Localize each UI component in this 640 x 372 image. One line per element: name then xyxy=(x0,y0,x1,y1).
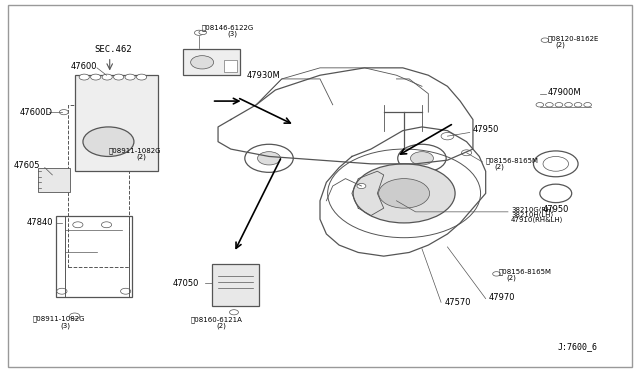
Text: Ⓑ08120-8162E: Ⓑ08120-8162E xyxy=(547,35,599,42)
Bar xyxy=(225,61,237,71)
Text: 38210G⟨RH⟩: 38210G⟨RH⟩ xyxy=(511,206,554,213)
Text: 47900M: 47900M xyxy=(547,89,581,97)
Circle shape xyxy=(83,127,134,157)
Circle shape xyxy=(191,56,214,69)
Bar xyxy=(183,49,241,75)
Text: Ⓑ08156-8165M: Ⓑ08156-8165M xyxy=(486,158,539,164)
Circle shape xyxy=(125,74,135,80)
Circle shape xyxy=(410,152,433,165)
Text: 47970: 47970 xyxy=(489,293,515,302)
Bar xyxy=(38,167,70,192)
Text: (2): (2) xyxy=(507,275,516,281)
Circle shape xyxy=(91,74,100,80)
Text: SEC.462: SEC.462 xyxy=(94,45,132,54)
Text: (2): (2) xyxy=(137,154,147,160)
Circle shape xyxy=(493,272,500,276)
Text: 47950: 47950 xyxy=(543,205,570,214)
Circle shape xyxy=(199,30,207,35)
Text: (2): (2) xyxy=(494,164,504,170)
Circle shape xyxy=(357,183,366,189)
Circle shape xyxy=(397,144,446,172)
Text: 47605: 47605 xyxy=(13,161,40,170)
Text: (3): (3) xyxy=(60,322,70,328)
Bar xyxy=(68,105,129,267)
Text: 47570: 47570 xyxy=(444,298,471,307)
Circle shape xyxy=(245,144,293,172)
Text: 38210H⟨LH⟩: 38210H⟨LH⟩ xyxy=(511,212,554,218)
Text: 47050: 47050 xyxy=(173,279,199,288)
Text: 47930M: 47930M xyxy=(246,71,280,80)
Text: 47950: 47950 xyxy=(473,125,499,134)
Text: 47840: 47840 xyxy=(26,218,53,227)
Circle shape xyxy=(101,222,111,228)
Text: Ⓑ08146-6122G: Ⓑ08146-6122G xyxy=(202,25,253,31)
Circle shape xyxy=(120,288,131,294)
Circle shape xyxy=(461,150,472,156)
Text: (2): (2) xyxy=(216,322,226,328)
Text: (2): (2) xyxy=(556,41,566,48)
Text: ⓝ08911-1082G: ⓝ08911-1082G xyxy=(109,148,161,154)
Bar xyxy=(212,263,259,306)
Text: 47600D: 47600D xyxy=(20,108,53,117)
Text: 47910⟨RH&LH⟩: 47910⟨RH&LH⟩ xyxy=(511,217,564,223)
Bar xyxy=(75,75,157,171)
Circle shape xyxy=(379,179,429,208)
Text: ⓝ08911-1082G: ⓝ08911-1082G xyxy=(33,316,85,323)
Bar xyxy=(56,215,132,297)
Text: J:7600_6: J:7600_6 xyxy=(557,342,597,351)
Circle shape xyxy=(102,74,112,80)
Circle shape xyxy=(73,222,83,228)
Text: Ⓑ08156-8165M: Ⓑ08156-8165M xyxy=(499,269,552,276)
Circle shape xyxy=(60,110,68,115)
Circle shape xyxy=(195,30,204,35)
Circle shape xyxy=(353,164,455,223)
Circle shape xyxy=(79,74,90,80)
Text: 47600: 47600 xyxy=(71,61,97,71)
Circle shape xyxy=(136,74,147,80)
Circle shape xyxy=(441,132,454,140)
Circle shape xyxy=(70,313,80,319)
Text: (3): (3) xyxy=(227,31,237,37)
Text: Ⓑ08160-6121A: Ⓑ08160-6121A xyxy=(191,316,243,323)
Circle shape xyxy=(230,310,239,315)
Circle shape xyxy=(57,288,67,294)
Circle shape xyxy=(257,152,280,165)
Circle shape xyxy=(113,74,124,80)
Circle shape xyxy=(541,38,548,42)
